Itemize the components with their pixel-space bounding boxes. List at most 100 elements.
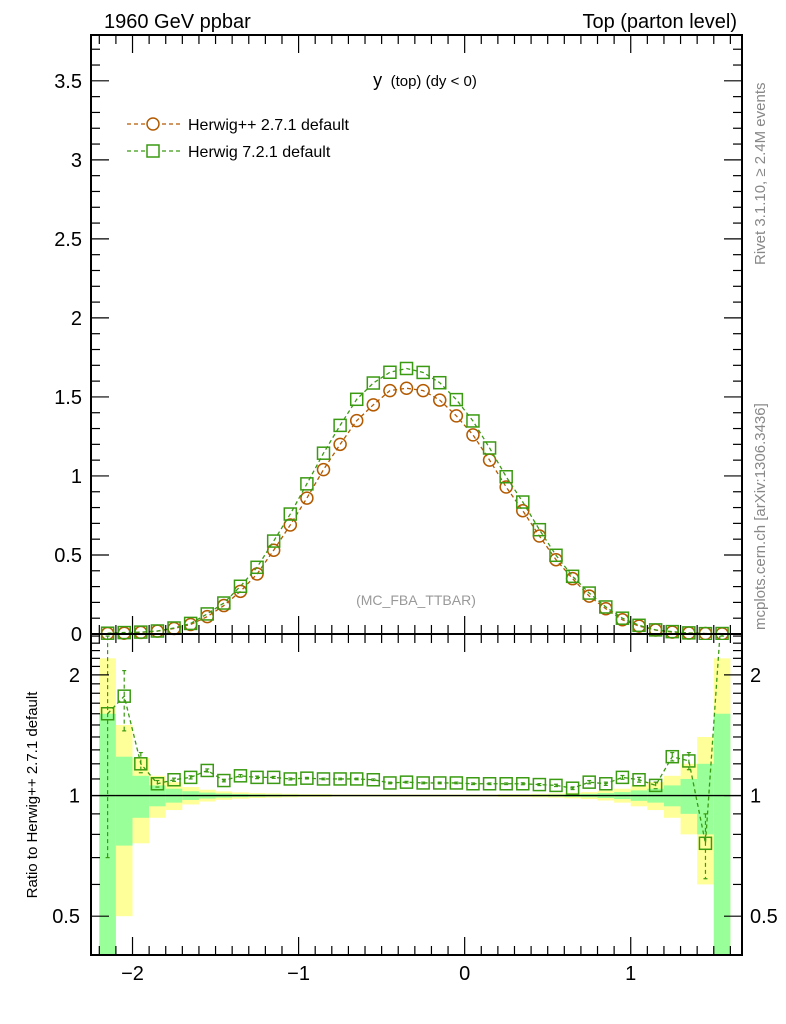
ratio-data-point — [698, 836, 713, 851]
data-point-herwig7 — [200, 607, 214, 621]
data-point-herwig7 — [615, 611, 630, 625]
ratio-data-point — [233, 769, 248, 783]
legend: Herwig++ 2.7.1 default Herwig 7.2.1 defa… — [127, 117, 350, 161]
data-point-herwig7 — [316, 446, 331, 460]
ratio-data-point — [167, 772, 181, 787]
ratio-data-point — [200, 763, 214, 778]
x-tick-label: −1 — [287, 963, 310, 985]
data-point-herwigpp — [349, 413, 364, 428]
band-1sigma — [680, 778, 698, 814]
ratio-data-point — [283, 772, 298, 786]
ratio-data-point — [333, 772, 347, 786]
data-point-herwig7 — [250, 560, 264, 575]
legend-label-herwig7: Herwig 7.2.1 default — [188, 144, 331, 161]
ratio-data-point — [250, 770, 264, 785]
data-point-herwigpp — [383, 383, 397, 398]
series-line-herwigpp — [107, 387, 723, 635]
ratio-uncertainty-bands — [99, 658, 731, 955]
legend-marker-circle — [146, 117, 160, 131]
data-point-herwigpp — [516, 503, 530, 518]
ratio-data-point — [366, 772, 381, 787]
legend-label-herwigpp: Herwig++ 2.7.1 default — [188, 117, 350, 134]
rivet-version-label: Rivet 3.1.10, ≥ 2.4M events — [752, 83, 769, 266]
data-point-herwig7 — [399, 361, 414, 376]
data-point-herwigpp — [449, 409, 464, 423]
ratio-data-point — [134, 757, 148, 771]
x-tick-label: 1 — [625, 963, 636, 985]
data-point-herwig7 — [134, 625, 148, 639]
ratio-series-line — [107, 634, 721, 844]
ratio-data-point — [466, 777, 480, 791]
data-point-herwig7 — [449, 392, 464, 407]
header-beam-label: 1960 GeV ppbar — [104, 11, 251, 33]
ratio-y-tick-label-left: 1 — [69, 786, 80, 808]
ratio-data-point — [316, 772, 331, 786]
ratio-y-tick-label-right: 2 — [750, 665, 761, 687]
main-y-tick-label: 3.5 — [54, 71, 82, 93]
ratio-data-point — [615, 770, 630, 785]
main-y-tick-label: 1 — [71, 466, 82, 488]
ratio-panel-frame — [90, 633, 743, 956]
ratio-y-tick-label-left: 0.5 — [52, 906, 80, 928]
ratio-data-point — [150, 777, 165, 791]
data-point-herwig7 — [300, 477, 314, 491]
ratio-data-point — [632, 772, 646, 787]
data-point-herwigpp — [366, 398, 381, 412]
ratio-data-point — [482, 777, 497, 791]
axes: 0 0.5 1 1.5 2 2.5 3 3.5 −2 −1 0 1 0.5 0.5 1 1 2 2 — [52, 34, 778, 985]
main-panel-marks — [100, 361, 729, 640]
ratio-data-point — [433, 776, 447, 790]
ratio-data-point — [648, 778, 663, 793]
data-point-herwig7 — [349, 392, 364, 407]
plot-title-sub: (top) (dy < 0) — [391, 73, 477, 90]
data-point-herwig7 — [433, 375, 447, 390]
data-point-herwigpp — [466, 428, 480, 442]
ratio-data-point — [599, 777, 613, 791]
ratio-y-tick-label-right: 0.5 — [750, 906, 778, 928]
data-point-herwig7 — [266, 534, 281, 548]
data-point-herwigpp — [333, 437, 347, 452]
band-1sigma — [132, 775, 150, 818]
data-point-herwig7 — [466, 414, 480, 428]
data-point-herwig7 — [665, 624, 679, 639]
ratio-data-point — [582, 775, 596, 789]
ratio-data-point — [399, 775, 414, 789]
band-1sigma — [713, 713, 731, 955]
data-point-herwigpp — [433, 393, 447, 407]
data-point-herwig7 — [532, 522, 547, 537]
data-point-herwigpp — [316, 462, 331, 477]
data-point-herwigpp — [283, 518, 298, 532]
ratio-data-point — [266, 770, 281, 785]
band-1sigma — [115, 756, 133, 846]
x-tick-label: 0 — [459, 963, 470, 985]
band-1sigma — [697, 763, 714, 835]
data-point-herwig7 — [582, 586, 596, 600]
data-point-herwig7 — [549, 548, 563, 563]
data-point-herwig7 — [333, 418, 347, 433]
ratio-data-point — [100, 706, 115, 721]
ratio-data-point — [449, 776, 464, 790]
main-y-tick-label: 2.5 — [54, 229, 82, 251]
data-point-herwig7 — [383, 365, 397, 380]
series-line-herwig7 — [107, 367, 723, 635]
main-y-tick-label: 0 — [71, 624, 82, 646]
data-point-herwig7 — [499, 469, 513, 484]
plot-title-main: y — [373, 70, 382, 90]
ratio-y-axis-label: Ratio to Herwig++ 2.7.1 default — [24, 691, 41, 899]
data-point-herwig7 — [416, 365, 430, 380]
ratio-panel-marks — [91, 598, 742, 880]
ratio-data-point — [716, 598, 728, 610]
main-y-tick-label: 0.5 — [54, 545, 82, 567]
analysis-watermark: (MC_FBA_TTBAR) — [356, 592, 476, 608]
data-point-herwig7 — [632, 618, 646, 633]
ratio-data-point — [300, 771, 314, 785]
main-y-tick-label: 3 — [71, 150, 82, 172]
plot-title: y (top) (dy < 0) — [373, 70, 477, 90]
main-y-tick-label: 2 — [71, 308, 82, 330]
chart-marks — [91, 361, 742, 880]
ratio-data-point — [416, 776, 430, 790]
ratio-data-point — [117, 689, 131, 703]
main-y-tick-label: 1.5 — [54, 387, 82, 409]
data-point-herwig7 — [648, 623, 663, 637]
